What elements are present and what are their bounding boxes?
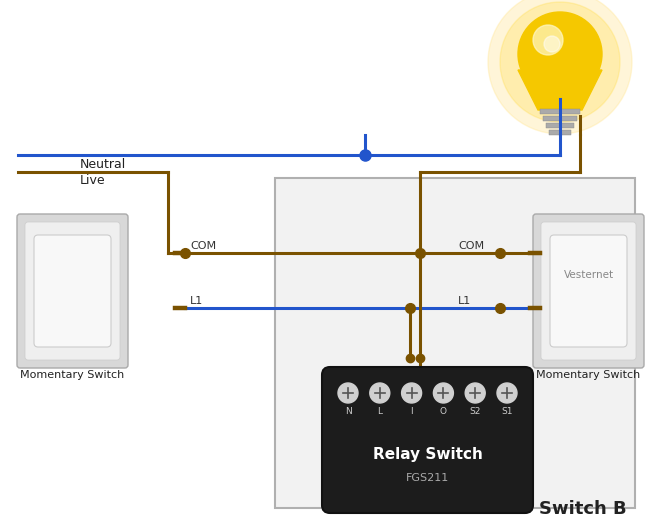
Text: I: I: [411, 407, 413, 416]
Text: FGS211: FGS211: [406, 473, 449, 483]
Text: S2: S2: [469, 407, 481, 416]
Text: O: O: [440, 407, 447, 416]
Circle shape: [370, 383, 390, 403]
FancyBboxPatch shape: [322, 367, 533, 513]
Text: Live: Live: [80, 174, 106, 187]
Circle shape: [338, 383, 358, 403]
Text: L1: L1: [190, 296, 203, 306]
FancyBboxPatch shape: [17, 214, 128, 368]
Circle shape: [401, 383, 422, 403]
Polygon shape: [518, 70, 602, 110]
FancyBboxPatch shape: [543, 116, 577, 121]
Text: L: L: [378, 407, 382, 416]
Circle shape: [544, 36, 560, 52]
Text: S1: S1: [501, 407, 513, 416]
Circle shape: [488, 0, 632, 134]
Text: Vesternet: Vesternet: [564, 270, 614, 280]
Text: N: N: [345, 407, 351, 416]
FancyBboxPatch shape: [540, 109, 580, 114]
FancyBboxPatch shape: [546, 123, 574, 128]
Circle shape: [465, 383, 485, 403]
Text: COM: COM: [458, 241, 484, 251]
Circle shape: [500, 2, 620, 122]
FancyBboxPatch shape: [34, 235, 111, 347]
Text: Momentary Switch: Momentary Switch: [20, 370, 125, 380]
Circle shape: [518, 12, 602, 96]
Circle shape: [434, 383, 453, 403]
FancyBboxPatch shape: [541, 222, 636, 360]
FancyBboxPatch shape: [275, 178, 635, 508]
FancyBboxPatch shape: [533, 214, 644, 368]
FancyBboxPatch shape: [25, 222, 120, 360]
Text: Momentary Switch: Momentary Switch: [537, 370, 641, 380]
FancyBboxPatch shape: [549, 130, 571, 135]
Text: COM: COM: [190, 241, 216, 251]
Circle shape: [533, 25, 563, 55]
Text: L1: L1: [458, 296, 471, 306]
FancyBboxPatch shape: [550, 235, 627, 347]
Text: Relay Switch: Relay Switch: [372, 447, 482, 462]
Circle shape: [497, 383, 517, 403]
Text: Neutral: Neutral: [80, 158, 126, 171]
Text: Switch B: Switch B: [539, 500, 627, 518]
